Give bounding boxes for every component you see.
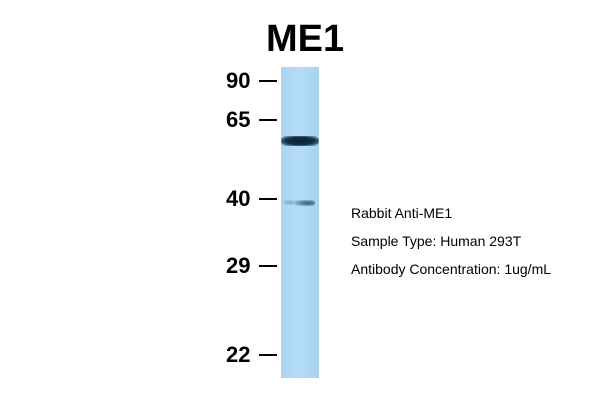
sample-type-label: Sample Type: Human 293T <box>351 233 522 249</box>
marker-tick <box>259 80 277 82</box>
protein-band-faint <box>295 200 315 206</box>
protein-band-main <box>281 136 319 146</box>
marker-label: 40 <box>226 186 251 211</box>
marker-40: 40 <box>226 187 278 211</box>
marker-22: 22 <box>226 343 278 367</box>
protein-band-faint-left <box>283 200 297 205</box>
marker-tick <box>259 198 277 200</box>
blot-title: ME1 <box>266 18 345 60</box>
marker-label: 22 <box>226 342 251 367</box>
marker-tick <box>259 354 277 356</box>
marker-90: 90 <box>226 69 278 93</box>
concentration-label: Antibody Concentration: 1ug/mL <box>351 261 552 277</box>
marker-tick <box>259 119 277 121</box>
marker-tick <box>259 265 277 267</box>
blot-lane <box>281 67 319 378</box>
marker-65: 65 <box>226 108 278 132</box>
marker-label: 65 <box>226 107 251 132</box>
marker-29: 29 <box>226 254 278 278</box>
marker-label: 90 <box>226 68 251 93</box>
marker-label: 29 <box>226 253 251 278</box>
antibody-label: Rabbit Anti-ME1 <box>351 205 453 221</box>
